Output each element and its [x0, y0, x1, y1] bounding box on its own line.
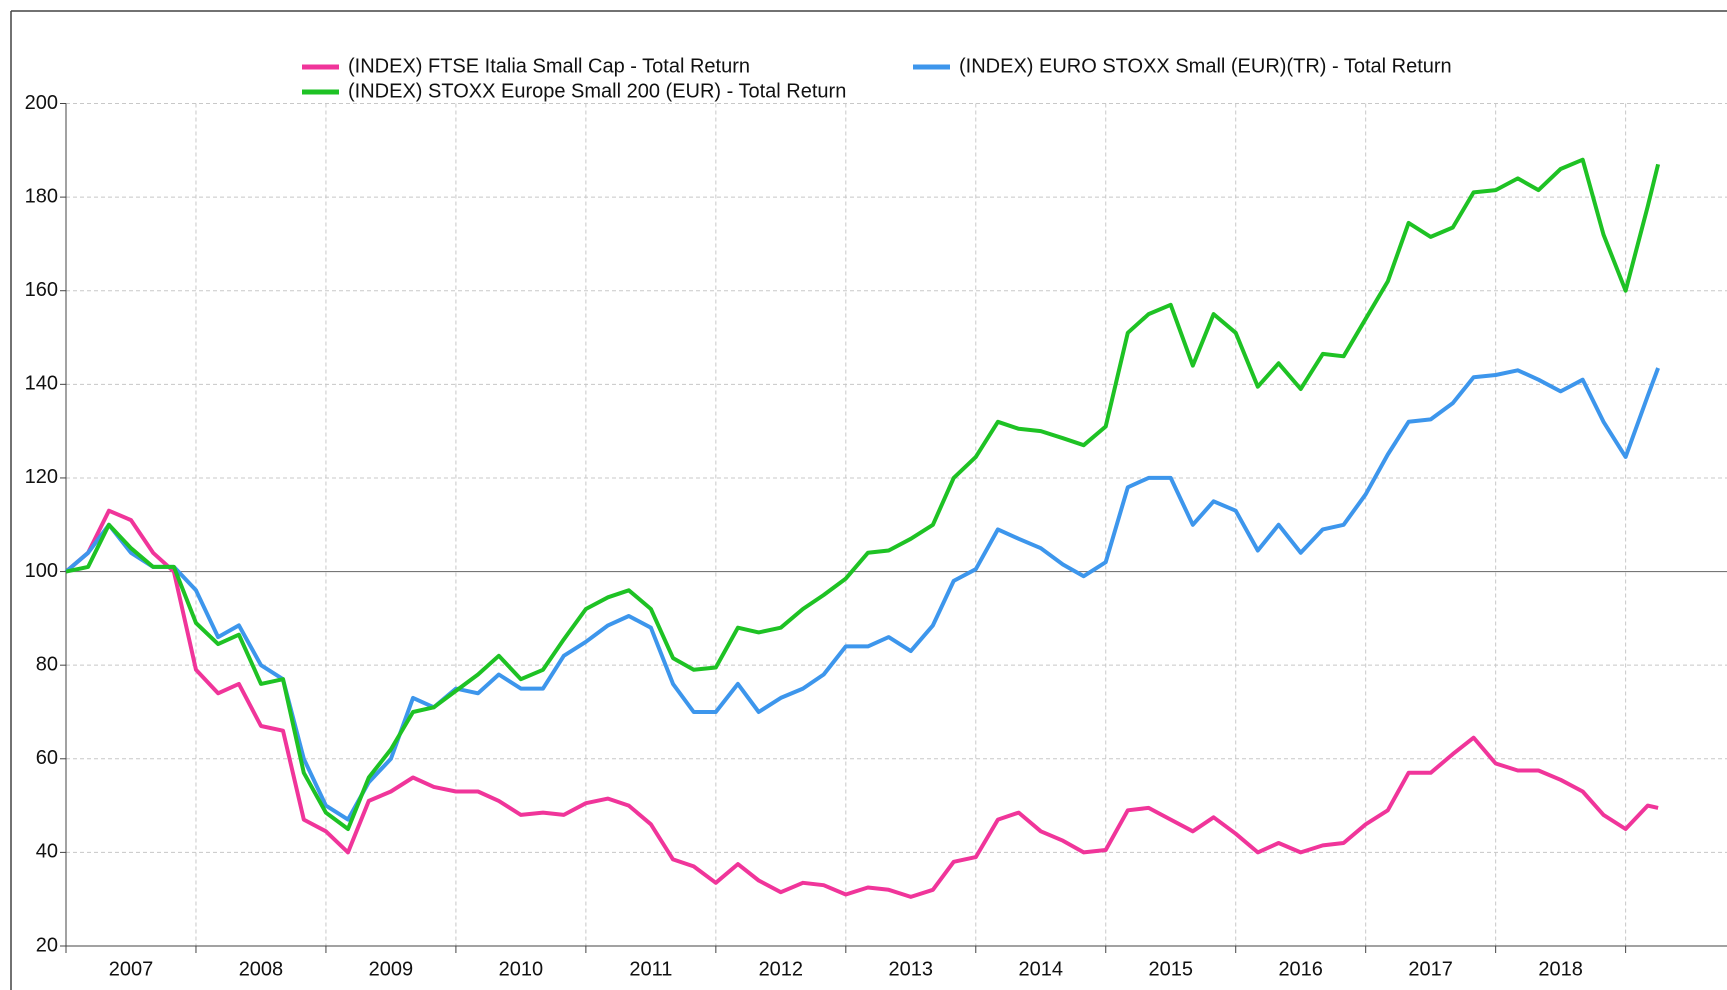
y-tick-label: 120	[25, 466, 58, 488]
x-tick-label: 2008	[239, 958, 284, 980]
y-tick-label: 180	[25, 185, 58, 207]
y-tick-label: 160	[25, 279, 58, 301]
legend-label: (INDEX) FTSE Italia Small Cap - Total Re…	[348, 55, 750, 77]
x-tick-label: 2011	[629, 958, 672, 980]
x-tick-label: 2010	[499, 958, 544, 980]
series-line	[64, 367, 1660, 822]
legend-label: (INDEX) EURO STOXX Small (EUR)(TR) - Tot…	[959, 55, 1452, 77]
x-tick-label: 2013	[889, 958, 934, 980]
x-tick-label: 2007	[109, 958, 154, 980]
x-tick-label: 2009	[369, 958, 414, 980]
x-tick-label: 2018	[1538, 958, 1583, 980]
y-tick-label: 60	[36, 747, 58, 769]
x-tick-label: 2017	[1408, 958, 1453, 980]
y-tick-label: 20	[36, 934, 58, 956]
x-tick-label: 2016	[1278, 958, 1323, 980]
series-line	[64, 508, 1659, 899]
y-tick-label: 100	[25, 560, 58, 582]
y-tick-label: 40	[36, 841, 58, 863]
legend-label: (INDEX) STOXX Europe Small 200 (EUR) - T…	[348, 80, 846, 102]
y-tick-label: 140	[25, 373, 58, 395]
x-tick-label: 2014	[1019, 958, 1064, 980]
x-tick-label: 2015	[1148, 958, 1193, 980]
x-tick-label: 2012	[759, 958, 804, 980]
series-line	[65, 157, 1661, 831]
y-tick-label: 80	[36, 653, 58, 675]
y-tick-label: 200	[25, 92, 58, 114]
